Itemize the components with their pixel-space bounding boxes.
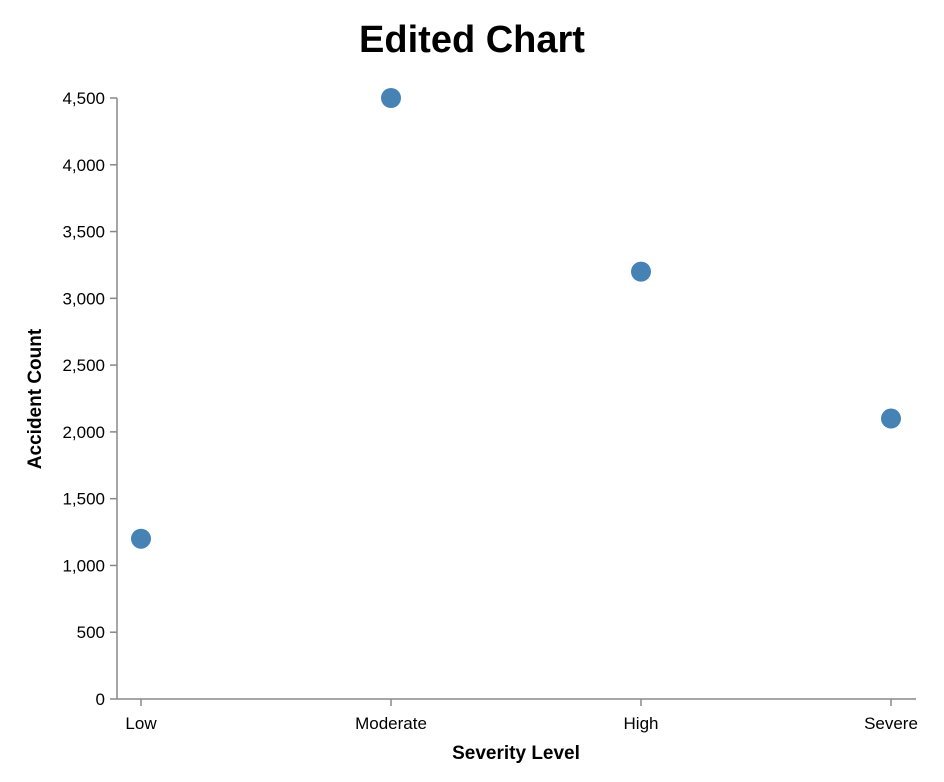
chart-title: Edited Chart	[359, 19, 585, 61]
data-point	[381, 88, 401, 108]
data-point	[881, 408, 901, 429]
y-tick-label: 0	[96, 690, 105, 709]
x-tick-label: Severe	[864, 714, 918, 733]
y-tick-label: 4,500	[62, 89, 105, 108]
x-axis-title: Severity Level	[452, 743, 580, 764]
x-tick-label: Low	[125, 714, 157, 733]
y-axis-title: Accident Count	[25, 328, 46, 469]
y-tick-label: 1,500	[62, 490, 105, 509]
data-points	[131, 88, 901, 549]
y-tick-label: 4,000	[62, 156, 105, 175]
y-tick-label: 1,000	[62, 556, 105, 575]
x-tick-label: Moderate	[355, 714, 427, 733]
y-tick-label: 3,500	[62, 223, 105, 242]
y-tick-label: 3,000	[62, 289, 105, 308]
data-point	[631, 261, 651, 282]
data-point	[131, 528, 151, 549]
y-axis-ticks: 0 500 1,000 1,500 2,000 2,500 3,000 3,500 4,000 4…	[62, 89, 117, 709]
x-tick-label: High	[624, 714, 659, 733]
y-tick-label: 2,500	[62, 356, 105, 375]
y-tick-label: 2,000	[62, 423, 105, 442]
x-axis-ticks: Low Moderate High Severe	[125, 699, 918, 733]
y-tick-label: 500	[77, 623, 105, 642]
